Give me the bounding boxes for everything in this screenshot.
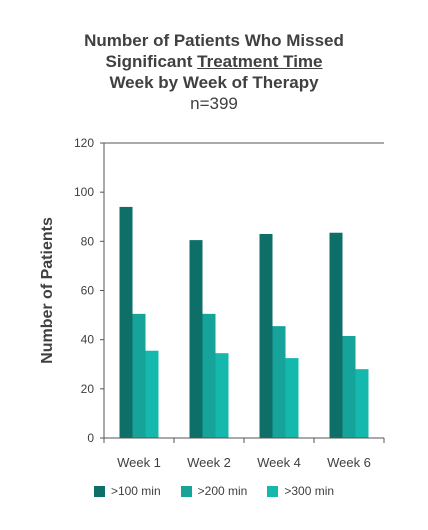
legend-item-300: >300 min — [267, 484, 334, 498]
title-line-2-prefix: Significant — [105, 52, 198, 71]
title-line-1: Number of Patients Who Missed — [84, 31, 344, 50]
y-tick-label-80: 80 — [81, 234, 95, 248]
x-tick-label-week-2: Week 2 — [187, 455, 231, 470]
bar-week-6-series-1 — [329, 232, 343, 438]
title-line-2: Significant Treatment Time — [0, 51, 428, 72]
bar-week-1-series-3 — [145, 350, 159, 438]
bar-week-1-series-2 — [132, 313, 146, 438]
x-tick-label-week-1: Week 1 — [117, 455, 161, 470]
legend-label-300: >300 min — [284, 484, 335, 498]
legend-swatch-300 — [267, 485, 279, 497]
title-underlined-phrase: Treatment Time — [197, 52, 323, 71]
x-tick-label-week-4: Week 4 — [257, 455, 301, 470]
x-tick-label-week-6: Week 6 — [327, 455, 371, 470]
bar-week-6-series-3 — [355, 369, 369, 438]
bar-week-6-series-2 — [342, 335, 356, 438]
bar-week-2-series-1 — [189, 240, 203, 438]
legend-label-200: >200 min — [197, 484, 248, 498]
bar-week-2-series-2 — [202, 313, 216, 438]
title-line-3: Week by Week of Therapy — [109, 73, 319, 92]
bar-week-1-series-1 — [119, 206, 133, 438]
legend-item-100: >100 min — [93, 484, 161, 498]
bar-week-2-series-3 — [215, 353, 229, 438]
y-tick-label-100: 100 — [74, 185, 94, 199]
legend-swatch-200 — [180, 485, 192, 497]
bar-week-4-series-3 — [285, 358, 299, 438]
y-tick-label-120: 120 — [74, 136, 94, 150]
bar-week-4-series-2 — [272, 326, 286, 438]
y-tick-label-20: 20 — [81, 382, 95, 396]
y-tick-label-40: 40 — [81, 333, 95, 347]
legend-item-200: >200 min — [180, 484, 248, 498]
chart-title: Number of Patients Who Missed Significan… — [0, 30, 428, 114]
y-axis-title: Number of Patients — [39, 217, 56, 364]
y-tick-label-60: 60 — [81, 284, 95, 298]
legend-swatch-100 — [93, 485, 105, 497]
legend-label-100: >100 min — [110, 484, 161, 498]
legend: >100 min >200 min >300 min — [0, 484, 428, 498]
bar-week-4-series-1 — [259, 233, 273, 438]
title-sample-size: n=399 — [190, 94, 238, 113]
y-tick-label-0: 0 — [87, 431, 94, 445]
